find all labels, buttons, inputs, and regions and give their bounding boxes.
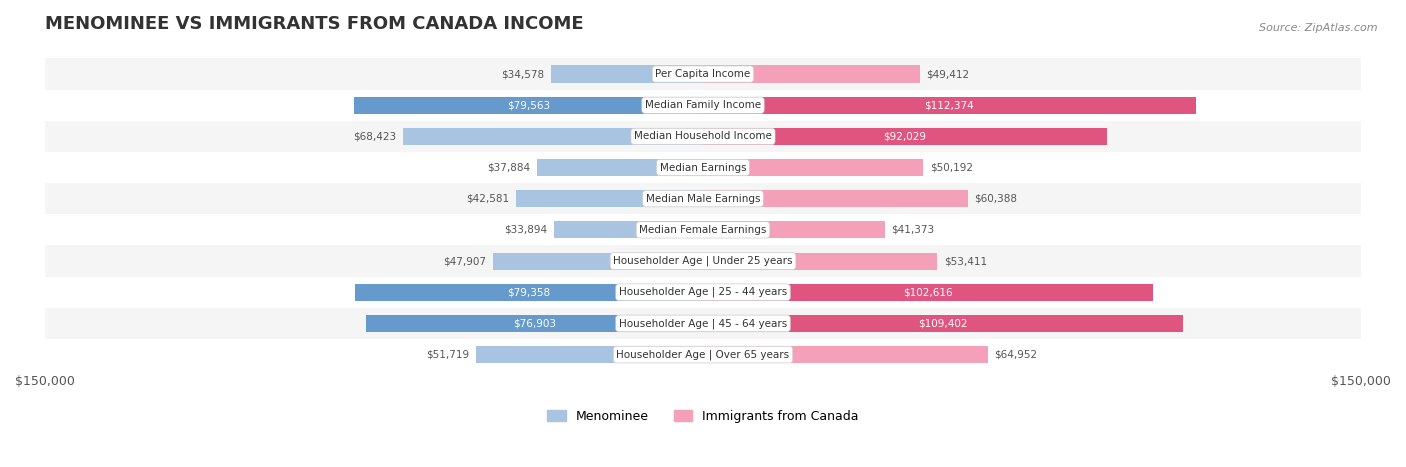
Text: $60,388: $60,388 — [974, 194, 1018, 204]
Text: Median Female Earnings: Median Female Earnings — [640, 225, 766, 235]
Text: Householder Age | 25 - 44 years: Householder Age | 25 - 44 years — [619, 287, 787, 297]
Text: $50,192: $50,192 — [929, 163, 973, 173]
Text: $41,373: $41,373 — [891, 225, 934, 235]
Text: $76,903: $76,903 — [513, 318, 555, 328]
Text: Per Capita Income: Per Capita Income — [655, 69, 751, 79]
Text: $68,423: $68,423 — [353, 131, 396, 142]
Bar — [703, 65, 920, 83]
Text: Householder Age | Over 65 years: Householder Age | Over 65 years — [616, 349, 790, 360]
Text: $49,412: $49,412 — [927, 69, 970, 79]
Text: $33,894: $33,894 — [505, 225, 548, 235]
FancyBboxPatch shape — [45, 308, 1361, 339]
FancyBboxPatch shape — [45, 58, 1361, 90]
Bar — [703, 283, 1153, 301]
FancyBboxPatch shape — [45, 183, 1361, 214]
Bar — [703, 159, 924, 176]
Text: Householder Age | 45 - 64 years: Householder Age | 45 - 64 years — [619, 318, 787, 329]
Bar — [703, 190, 967, 207]
Text: $34,578: $34,578 — [502, 69, 544, 79]
Text: $64,952: $64,952 — [994, 350, 1038, 360]
Text: $37,884: $37,884 — [486, 163, 530, 173]
Text: Source: ZipAtlas.com: Source: ZipAtlas.com — [1260, 23, 1378, 33]
Text: $51,719: $51,719 — [426, 350, 470, 360]
Text: $53,411: $53,411 — [943, 256, 987, 266]
Text: Householder Age | Under 25 years: Householder Age | Under 25 years — [613, 256, 793, 266]
Bar — [551, 65, 703, 83]
Bar — [554, 221, 703, 239]
Text: Median Male Earnings: Median Male Earnings — [645, 194, 761, 204]
Text: Median Family Income: Median Family Income — [645, 100, 761, 110]
Bar — [354, 283, 703, 301]
FancyBboxPatch shape — [45, 339, 1361, 370]
Bar — [703, 253, 938, 269]
FancyBboxPatch shape — [45, 90, 1361, 121]
Text: $109,402: $109,402 — [918, 318, 967, 328]
FancyBboxPatch shape — [45, 276, 1361, 308]
Text: $79,358: $79,358 — [508, 287, 551, 297]
Text: $112,374: $112,374 — [925, 100, 974, 110]
Text: MENOMINEE VS IMMIGRANTS FROM CANADA INCOME: MENOMINEE VS IMMIGRANTS FROM CANADA INCO… — [45, 15, 583, 33]
Text: Median Earnings: Median Earnings — [659, 163, 747, 173]
Bar — [494, 253, 703, 269]
Bar — [703, 97, 1197, 114]
Bar — [537, 159, 703, 176]
Legend: Menominee, Immigrants from Canada: Menominee, Immigrants from Canada — [547, 410, 859, 423]
FancyBboxPatch shape — [45, 246, 1361, 276]
Text: $79,563: $79,563 — [508, 100, 550, 110]
Text: $92,029: $92,029 — [883, 131, 927, 142]
FancyBboxPatch shape — [45, 214, 1361, 246]
Bar — [703, 315, 1182, 332]
FancyBboxPatch shape — [45, 152, 1361, 183]
Bar — [404, 128, 703, 145]
Bar — [516, 190, 703, 207]
Bar — [703, 221, 884, 239]
Text: $42,581: $42,581 — [467, 194, 509, 204]
Bar — [703, 128, 1107, 145]
Text: Median Household Income: Median Household Income — [634, 131, 772, 142]
Text: $47,907: $47,907 — [443, 256, 486, 266]
Bar — [703, 346, 988, 363]
FancyBboxPatch shape — [45, 121, 1361, 152]
Bar — [366, 315, 703, 332]
Bar — [477, 346, 703, 363]
Text: $102,616: $102,616 — [903, 287, 953, 297]
Bar — [354, 97, 703, 114]
